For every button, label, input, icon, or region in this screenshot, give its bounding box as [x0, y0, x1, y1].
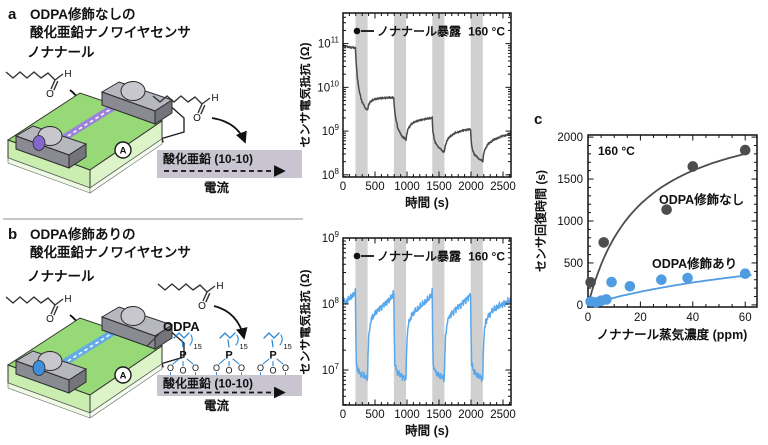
- exposure-band: [393, 13, 407, 177]
- y-tick-label: 1010: [317, 79, 339, 94]
- odpa-pointer-line: [146, 333, 160, 347]
- data-point: [606, 276, 617, 288]
- schematic-panel: O H: [3, 6, 303, 445]
- exposure-band: [432, 238, 445, 405]
- panel-a-label: a: [8, 6, 17, 23]
- data-point: [585, 276, 596, 288]
- legend-label: ノナナール暴露: [377, 250, 462, 264]
- exposure-band: [432, 13, 445, 177]
- data-point: [661, 204, 672, 215]
- zno-surface-label-a: 酸化亜鉛 (10-10): [163, 151, 253, 166]
- panel-b-title-line1: ODPA修飾ありの: [30, 226, 136, 242]
- x-tick-label: 20: [634, 312, 647, 324]
- x-tick-label: 0: [340, 409, 346, 421]
- legend-label: ノナナール暴露: [377, 25, 462, 39]
- y-tick-label: 1500: [557, 174, 583, 186]
- fit-curve: [598, 274, 752, 303]
- sensor-resistance-curve: [342, 44, 511, 163]
- y-tick-label: 1011: [318, 36, 340, 51]
- plot-frame: [342, 237, 512, 406]
- resistance-chart-unmodified: 0 500 1000 1500 2000 2500 108 109 1010 1011 時間 (s)…: [300, 12, 516, 210]
- x-axis-label: ノナナール蒸気濃度 (ppm): [597, 327, 748, 342]
- x-tick-label: 0: [340, 181, 346, 193]
- zno-surface-label-b: 酸化亜鉛 (10-10): [163, 376, 253, 391]
- resistance-chart-odpa: 0 500 1000 1500 2000 2500 107 108 109 時間 (s) センサ電気…: [300, 230, 516, 438]
- x-tick-label: 1000: [394, 409, 420, 421]
- plot-frame: [342, 12, 512, 178]
- panel-a-title-line2: 酸化亜鉛ナノワイヤセンサ: [30, 24, 191, 40]
- x-tick-label: 2500: [490, 181, 516, 193]
- temperature-annotation: 160 °C: [468, 250, 505, 264]
- panel-b-label: b: [8, 226, 17, 243]
- x-tick-label: 1500: [426, 181, 452, 193]
- data-point: [687, 161, 699, 172]
- current-label-b: 電流: [204, 398, 230, 413]
- data-point: [739, 144, 751, 156]
- x-tick-label: 0: [585, 312, 591, 324]
- y-tick-label: 500: [564, 258, 583, 270]
- x-tick-label: 1500: [426, 409, 452, 421]
- y-tick-label: 2000: [557, 132, 583, 144]
- exposure-band: [470, 238, 483, 405]
- exposure-band: [470, 13, 483, 177]
- x-tick-label: 1000: [394, 181, 420, 193]
- y-tick-label: 0: [577, 300, 583, 312]
- x-tick-label: 2000: [458, 181, 484, 193]
- y-axis-label: センサ回復時間 (s): [533, 170, 548, 272]
- x-axis-label: 時間 (s): [405, 423, 449, 438]
- temperature-annotation: 160 °C: [468, 25, 505, 39]
- adsorption-arrow: [211, 117, 247, 144]
- data-point: [601, 294, 612, 305]
- temperature-annotation: 160 °C: [598, 144, 635, 158]
- x-tick-label: 2500: [490, 409, 516, 421]
- y-tick-label: 1000: [557, 216, 583, 228]
- exposure-band: [355, 238, 368, 405]
- x-tick-label: 60: [739, 312, 752, 324]
- y-tick-label: 109: [322, 230, 340, 245]
- x-tick-label: 500: [365, 181, 384, 193]
- panel-a-title-line1: ODPA修飾なしの: [30, 6, 136, 22]
- sensor-resistance-curve: [342, 287, 512, 383]
- data-point: [598, 237, 610, 248]
- y-axis-label: センサ電気抵抗 (Ω): [300, 43, 312, 148]
- current-label-a: 電流: [204, 180, 230, 195]
- y-tick-label: 108: [322, 167, 340, 182]
- data-point: [624, 280, 636, 292]
- x-tick-label: 500: [365, 409, 384, 421]
- panel-b-title-line2: 酸化亜鉛ナノワイヤセンサ: [30, 244, 191, 260]
- adsorption-arrow: [213, 305, 248, 340]
- x-tick-label: 40: [686, 312, 699, 324]
- legend-marker: [353, 27, 361, 35]
- x-axis-label: 時間 (s): [405, 195, 449, 210]
- data-point: [656, 274, 667, 286]
- exposure-band: [355, 13, 368, 177]
- y-axis-label: センサ電気抵抗 (Ω): [300, 270, 312, 375]
- odpa-label: ODPA: [163, 319, 200, 334]
- legend-marker: [353, 252, 361, 260]
- zno-surface-box-b: [157, 375, 302, 396]
- recovery-time-chart: c 0 20 40 60 0 500 1000 1500 2000 ODPA修飾なし ODPA修飾あ…: [533, 111, 758, 342]
- nonanal-label-a: ノナナール: [27, 45, 95, 60]
- y-tick-label: 109: [322, 123, 340, 138]
- series-label: ODPA修飾なし: [659, 192, 744, 207]
- data-point: [682, 272, 693, 284]
- data-point: [739, 268, 751, 279]
- panel-c-label: c: [534, 111, 542, 128]
- series-label: ODPA修飾あり: [652, 256, 737, 271]
- x-tick-label: 2000: [458, 409, 484, 421]
- y-tick-label: 107: [322, 362, 340, 377]
- nonanal-label-b: ノナナール: [27, 269, 95, 284]
- fit-curve: [588, 152, 750, 300]
- y-tick-label: 108: [322, 296, 340, 311]
- exposure-band: [393, 238, 407, 405]
